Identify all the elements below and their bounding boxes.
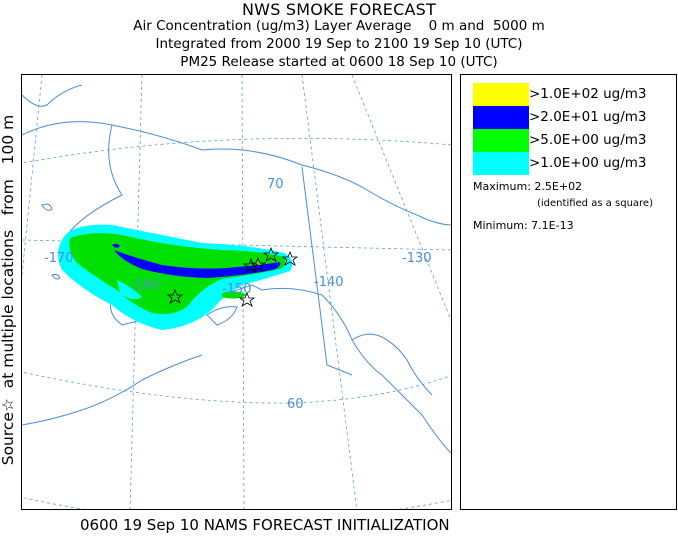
latitude-line-60 xyxy=(22,371,451,404)
source-location-label: Source☆ at multiple locations from 100 m xyxy=(0,114,17,466)
legend-swatch-cyan xyxy=(473,152,529,175)
lon-label-m150: -150 xyxy=(222,282,252,297)
chukotka-coast xyxy=(22,84,83,107)
smoke-plume xyxy=(58,224,293,330)
map-panel[interactable]: -170 -160 -150 -140 -130 70 60 xyxy=(21,74,452,510)
gulf-of-alaska-coast xyxy=(261,287,451,454)
plume-cyan-inner xyxy=(117,280,142,300)
lon-label-m130: -130 xyxy=(402,251,432,266)
forecast-subtitle-concentration: Air Concentration (ug/m3) Layer Average … xyxy=(133,18,545,34)
lon-label-m170: -170 xyxy=(44,251,74,266)
minimum-value: Minimum: 7.1E-13 xyxy=(473,219,574,232)
plume-blue-spot xyxy=(112,243,120,248)
source-star xyxy=(238,291,256,307)
alaska-map: -170 -160 -150 -140 -130 70 60 xyxy=(22,75,451,509)
lat-label-60: 60 xyxy=(287,397,304,412)
canada-border xyxy=(301,166,353,376)
arctic-coast xyxy=(22,121,451,226)
legend-panel: >1.0E+02 ug/m3 >2.0E+01 ug/m3 >5.0E+00 u… xyxy=(460,74,677,510)
bering-islands xyxy=(41,203,61,280)
forecast-subtitle-release: PM25 Release started at 0600 18 Sep 10 (… xyxy=(180,54,498,70)
meridian-m180 xyxy=(22,75,43,280)
legend-swatch-green xyxy=(473,129,529,152)
aleutians xyxy=(22,354,203,426)
panhandle-coast xyxy=(351,333,433,396)
source-markers xyxy=(166,246,299,307)
lon-label-m160: -160 xyxy=(130,278,160,293)
latitude-line-70 xyxy=(22,137,451,164)
coastlines xyxy=(22,84,451,454)
kodiak-island xyxy=(206,306,238,326)
legend-label-1: >1.0E+02 ug/m3 xyxy=(529,86,647,102)
legend-label-3: >5.0E+00 ug/m3 xyxy=(529,132,647,148)
lon-label-m140: -140 xyxy=(314,275,344,290)
maximum-note: (identified as a square) xyxy=(537,198,653,209)
plume-island xyxy=(222,291,247,299)
legend-label-2: >2.0E+01 ug/m3 xyxy=(529,109,647,125)
meridian-m150 xyxy=(241,75,245,509)
plume-blue xyxy=(114,250,281,278)
source-star xyxy=(166,288,184,304)
legend-swatch-yellow xyxy=(473,83,529,106)
source-star xyxy=(281,250,299,266)
forecast-title: NWS SMOKE FORECAST xyxy=(242,0,436,19)
meridian-m130 xyxy=(351,75,451,322)
maximum-value: Maximum: 2.5E+02 xyxy=(473,180,583,193)
lat-label-70: 70 xyxy=(267,177,284,192)
legend-label-4: >1.0E+00 ug/m3 xyxy=(529,155,647,171)
forecast-subtitle-integration: Integrated from 2000 19 Sep to 2100 19 S… xyxy=(155,36,523,52)
meridian-m140 xyxy=(301,75,358,509)
latitude-line-50 xyxy=(22,496,451,509)
source-star xyxy=(242,257,260,273)
legend-swatch-blue xyxy=(473,106,529,129)
source-star xyxy=(262,246,280,262)
source-star xyxy=(249,256,267,272)
forecast-initialization-footer: 0600 19 Sep 10 NAMS FORECAST INITIALIZAT… xyxy=(80,516,450,534)
